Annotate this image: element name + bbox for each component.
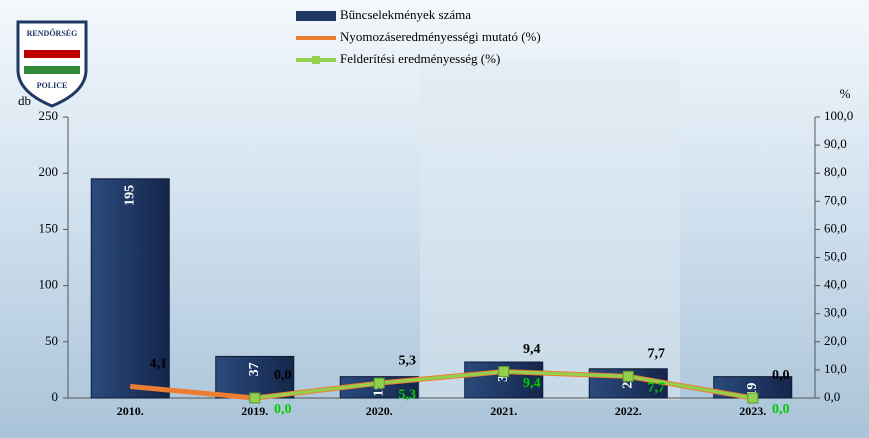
- x-tick-label: 2022.: [615, 404, 642, 418]
- y2-tick-label: 50,0: [824, 248, 847, 263]
- line-value-label: 0,0: [274, 402, 292, 417]
- y2-tick-label: 100,0: [824, 108, 853, 123]
- y2-tick-label: 60,0: [824, 220, 847, 235]
- marker: [622, 370, 634, 382]
- building: [420, 60, 680, 400]
- line-value-label: 9,4: [523, 376, 541, 391]
- logo: RENDŐRSÉG POLICE: [16, 20, 88, 108]
- bar: [90, 178, 170, 399]
- bar-value-label: 37: [247, 362, 262, 376]
- y-tick-label: 50: [45, 333, 58, 348]
- y-axis-label: db: [18, 93, 31, 108]
- y-tick-label: 100: [39, 277, 59, 292]
- y-tick-label: 0: [52, 389, 59, 404]
- y2-tick-label: 0,0: [824, 389, 840, 404]
- y2-tick-label: 70,0: [824, 192, 847, 207]
- x-tick-label: 2019.: [241, 404, 268, 418]
- marker: [747, 392, 759, 404]
- line-value-label: 7,7: [648, 381, 666, 396]
- y2-tick-label: 30,0: [824, 305, 847, 320]
- logo-text: POLICE: [37, 81, 68, 90]
- y2-tick-label: 10,0: [824, 361, 847, 376]
- line-value-label: 9,4: [523, 342, 541, 357]
- legend-label: Felderítési eredményesség (%): [340, 51, 500, 66]
- x-tick-label: 2021.: [490, 404, 517, 418]
- y-tick-label: 200: [39, 164, 59, 179]
- legend-label: Nyomozáseredményességi mutató (%): [340, 29, 541, 44]
- x-tick-label: 2020.: [366, 404, 393, 418]
- line-value-label: 0,0: [274, 368, 292, 383]
- y-tick-label: 250: [39, 108, 59, 123]
- legend-swatch: [296, 11, 336, 21]
- y-tick-label: 150: [39, 220, 59, 235]
- marker: [373, 377, 385, 389]
- line-value-label: 4,1: [150, 357, 168, 372]
- line-value-label: 7,7: [648, 347, 666, 362]
- marker: [498, 366, 510, 378]
- y2-axis-label: %: [840, 86, 851, 101]
- line-value-label: 0,0: [772, 402, 790, 417]
- marker: [249, 392, 261, 404]
- x-tick-label: 2023.: [739, 404, 766, 418]
- line-value-label: 5,3: [399, 353, 417, 368]
- bar-value-label: 195: [122, 185, 137, 206]
- legend-label: Bűncselekmények száma: [340, 7, 471, 22]
- x-tick-label: 2010.: [117, 404, 144, 418]
- line-value-label: 5,3: [399, 387, 417, 402]
- y2-tick-label: 90,0: [824, 136, 847, 151]
- logo-text: RENDŐRSÉG: [27, 28, 78, 38]
- line-value-label: 0,0: [772, 368, 790, 383]
- y2-tick-label: 20,0: [824, 333, 847, 348]
- legend-marker: [312, 56, 320, 64]
- y2-tick-label: 80,0: [824, 164, 847, 179]
- y2-tick-label: 40,0: [824, 277, 847, 292]
